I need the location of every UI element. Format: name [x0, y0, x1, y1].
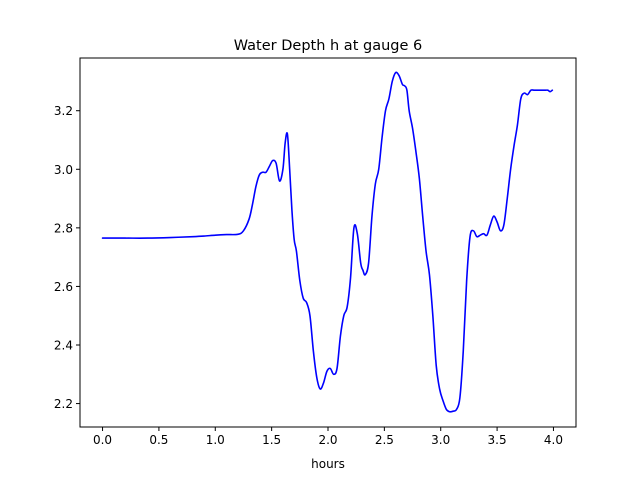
y-tick-label: 2.6 — [54, 280, 73, 294]
axes: 0.0 0.5 1.0 1.5 2.0 2.5 3.0 3.5 4.0 2.2 2.4 2.6 2.8 3… — [54, 57, 577, 447]
x-tick-label: 3.0 — [431, 433, 450, 447]
series-line-0 — [101, 71, 554, 413]
x-tick-label: 4.0 — [544, 433, 563, 447]
x-tick-label: 1.0 — [206, 433, 225, 447]
x-tick-label: 2.0 — [318, 433, 337, 447]
y-tick-label: 3.2 — [54, 104, 73, 118]
x-tick-label: 1.5 — [262, 433, 281, 447]
x-tick-label: 0.5 — [149, 433, 168, 447]
y-tick-label: 2.4 — [54, 339, 73, 353]
x-axis-label: hours — [311, 457, 345, 471]
y-tick-label: 2.2 — [54, 397, 73, 411]
x-tick-label: 2.5 — [375, 433, 394, 447]
chart-title: Water Depth h at gauge 6 — [234, 38, 422, 54]
plot-area — [101, 71, 554, 413]
y-tick-label: 3.0 — [54, 163, 73, 177]
x-tick-label: 0.0 — [93, 433, 112, 447]
plot-frame — [79, 57, 577, 428]
x-tick-label: 3.5 — [488, 433, 507, 447]
y-tick-label: 2.8 — [54, 221, 73, 235]
